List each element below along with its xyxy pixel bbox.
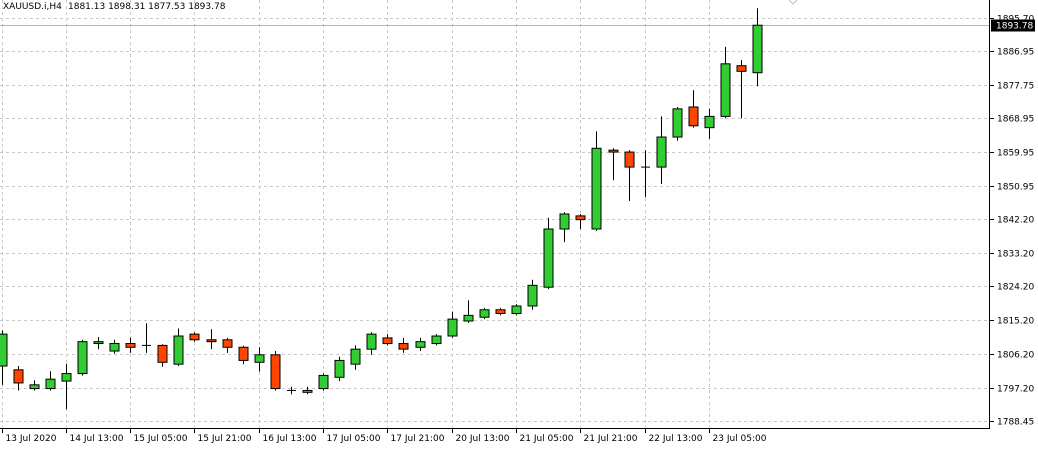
x-tick-label: 20 Jul 13:00 (456, 434, 510, 444)
x-tick-label: 22 Jul 13:00 (649, 434, 703, 444)
time-axis: 13 Jul 2020 14 Jul 13:00 15 Jul 05:00 15 Ju… (2, 428, 767, 444)
y-tick-label: 1850.95 (997, 183, 1034, 193)
x-tick-label: 17 Jul 05:00 (327, 434, 381, 444)
price-badge: 1893.78 (991, 19, 1035, 32)
candle-bull (350, 348, 361, 365)
chart-ohlc: 1881.13 1898.31 1877.53 1893.78 (68, 2, 226, 12)
candle-bull (109, 343, 120, 352)
x-tick-label: 15 Jul 21:00 (198, 434, 252, 444)
candle-bear (238, 346, 249, 361)
candle-bull (591, 147, 602, 230)
y-tick-label: 1815.20 (997, 317, 1034, 327)
candle-bull (543, 228, 554, 288)
grid-layer (0, 0, 989, 428)
candle-bull (672, 108, 683, 138)
candle-bear (270, 354, 281, 390)
candle-bull (29, 384, 40, 390)
candle-bull (0, 333, 8, 367)
candle-layer (0, 8, 763, 410)
candle-bull (559, 213, 570, 230)
candle-bull (77, 341, 88, 375)
candle-bull (366, 333, 377, 350)
y-tick-label: 1797.20 (997, 385, 1034, 395)
price-badge-value: 1893.78 (996, 22, 1033, 32)
candle-bull (656, 136, 667, 168)
y-tick-label: 1806.20 (997, 351, 1034, 361)
candle-bull (318, 374, 329, 390)
y-tick-label: 1859.95 (997, 149, 1034, 159)
candle-bull (752, 24, 763, 74)
candle-bear (222, 339, 233, 348)
y-tick-label: 1788.45 (997, 418, 1034, 428)
candle-bear (624, 151, 635, 168)
x-tick-label: 17 Jul 21:00 (391, 434, 445, 444)
candle-bear (13, 369, 24, 384)
candle-bull (479, 309, 490, 318)
candle-bull (463, 314, 474, 322)
y-tick-label: 1886.95 (997, 48, 1034, 58)
candle-bear (398, 343, 409, 350)
y-tick-label: 1824.20 (997, 283, 1034, 293)
candle-bull (511, 305, 522, 314)
y-tick-label: 1833.20 (997, 250, 1034, 260)
candle-bull (173, 335, 184, 365)
candle-bull (334, 359, 345, 378)
candle-bear (125, 343, 136, 348)
candle-bull (61, 373, 72, 382)
candle-bull (254, 354, 265, 363)
y-tick-label: 1842.20 (997, 216, 1034, 226)
candle-bull (431, 335, 442, 345)
candle-bear (736, 65, 747, 72)
candle-bull (302, 389, 313, 393)
x-tick-label: 15 Jul 05:00 (134, 434, 188, 444)
candle-bull (45, 378, 56, 390)
x-tick-label: 16 Jul 13:00 (263, 434, 317, 444)
x-tick-label: 13 Jul 2020 (6, 434, 57, 444)
candle-bull (720, 63, 731, 117)
x-tick-label: 14 Jul 13:00 (70, 434, 124, 444)
candle-bull (415, 341, 426, 348)
y-tick-label: 1868.95 (997, 115, 1034, 125)
scroll-shift-icon[interactable] (788, 0, 798, 5)
candle-bull (93, 341, 104, 345)
candle-bear (157, 344, 168, 363)
candle-bear (189, 333, 200, 341)
candle-bull (704, 115, 715, 129)
x-tick-label: 21 Jul 21:00 (584, 434, 638, 444)
candle-bear (206, 339, 217, 343)
candle-bull (527, 284, 538, 307)
candle-bear (608, 149, 619, 153)
candle-bear (575, 215, 586, 221)
y-tick-label: 1877.75 (997, 82, 1034, 92)
candle-bear (688, 106, 699, 127)
candle-bull (447, 318, 458, 337)
chart-symbol: XAUUSD.i,H4 (3, 2, 62, 12)
candle-bear (382, 337, 393, 345)
candle-bear (495, 309, 506, 314)
x-tick-label: 23 Jul 05:00 (713, 434, 767, 444)
price-badge-bg (991, 19, 1035, 32)
price-axis: 1895.701886.951877.751868.951859.951850.… (990, 15, 1034, 428)
x-tick-label: 21 Jul 05:00 (520, 434, 574, 444)
